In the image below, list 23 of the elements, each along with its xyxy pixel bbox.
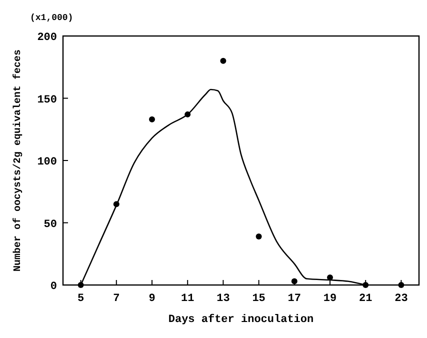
x-tick-label: 17 bbox=[288, 293, 301, 305]
x-tick-label: 9 bbox=[148, 293, 156, 305]
y-axis-title: Number of oocysts/2g equivalent feces bbox=[12, 49, 24, 272]
point bbox=[149, 116, 155, 122]
x-tick-label: 19 bbox=[323, 293, 337, 305]
point bbox=[256, 233, 262, 240]
x-tick-label: 13 bbox=[216, 293, 230, 305]
point bbox=[398, 282, 404, 288]
x-tick-label: 11 bbox=[181, 293, 195, 305]
x-tick-label: 7 bbox=[113, 293, 120, 305]
y-tick-label: 0 bbox=[50, 281, 57, 293]
y-tick-label: 200 bbox=[37, 32, 57, 44]
x-tick-label: 5 bbox=[77, 293, 84, 305]
x-tick-label: 15 bbox=[252, 293, 266, 305]
y-tick-label: 50 bbox=[44, 218, 57, 231]
y-tick-label: 150 bbox=[37, 94, 57, 106]
point bbox=[291, 278, 298, 284]
x-axis-title: Days after inoculation bbox=[168, 313, 314, 326]
y-tick-label: 100 bbox=[37, 156, 57, 168]
point bbox=[220, 58, 226, 64]
text: (x1,000) bbox=[30, 13, 74, 23]
x-tick-label: 23 bbox=[394, 293, 408, 305]
x-tick-label: 21 bbox=[359, 293, 373, 305]
